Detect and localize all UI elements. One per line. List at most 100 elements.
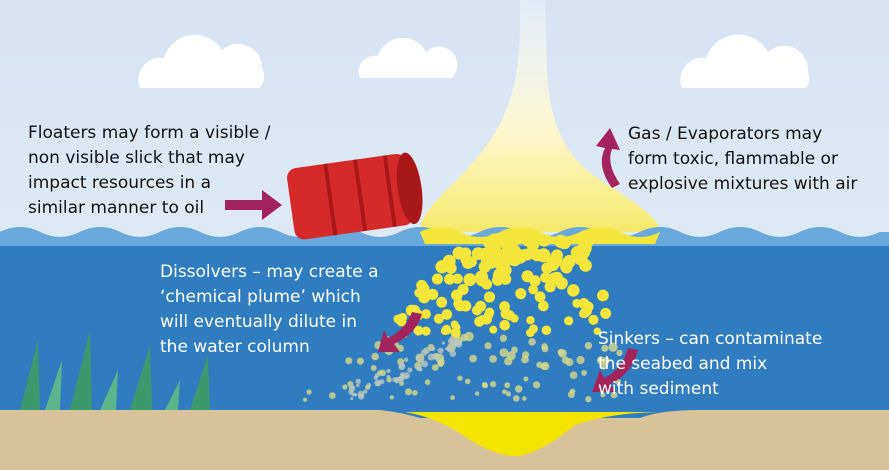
droplet — [601, 344, 609, 352]
droplet — [540, 272, 551, 283]
droplet — [431, 364, 439, 371]
droplet — [475, 273, 489, 287]
droplet — [518, 249, 530, 261]
droplet — [492, 270, 504, 281]
droplet — [457, 375, 463, 381]
droplet — [348, 385, 356, 392]
droplet — [437, 358, 445, 366]
droplet — [534, 291, 546, 303]
annotation-line: non visible slick that may — [28, 148, 245, 168]
droplet — [389, 395, 394, 400]
droplet — [538, 234, 551, 247]
annotation-line: Gas / Evaporators may — [628, 124, 822, 144]
droplet — [483, 291, 496, 303]
droplet — [356, 383, 360, 388]
droplet — [580, 233, 595, 248]
annotation-line: the seabed and mix — [598, 354, 767, 374]
droplet — [541, 325, 552, 335]
droplet — [420, 359, 425, 364]
droplet — [366, 382, 372, 388]
droplet — [412, 389, 418, 396]
droplet — [450, 339, 457, 346]
droplet — [386, 368, 391, 374]
droplet — [521, 396, 527, 401]
droplet — [511, 346, 518, 354]
surface-slick — [420, 227, 660, 244]
annotation-line: Dissolvers – may create a — [160, 262, 379, 282]
droplet — [562, 254, 576, 268]
droplet — [437, 347, 444, 354]
droplet — [597, 289, 609, 302]
droplet — [416, 356, 421, 361]
droplet — [423, 347, 430, 354]
droplet — [306, 389, 312, 395]
droplet — [386, 374, 391, 379]
droplet — [484, 256, 498, 269]
droplet — [504, 310, 515, 321]
droplet — [578, 297, 590, 309]
droplet — [515, 288, 527, 300]
droplet — [441, 309, 453, 320]
droplet — [538, 300, 549, 312]
droplet — [578, 309, 588, 318]
droplet — [489, 355, 497, 363]
droplet — [515, 385, 523, 393]
droplet — [398, 313, 408, 322]
droplet — [522, 351, 530, 359]
annotation-line: with sediment — [598, 379, 719, 399]
droplet — [397, 358, 405, 366]
sunken-chemical — [405, 412, 660, 457]
seaweed — [20, 330, 210, 410]
droplet — [474, 316, 485, 327]
droplet — [564, 316, 574, 326]
annotation-line: impact resources in a — [28, 173, 211, 193]
barrel — [287, 152, 423, 240]
droplet — [446, 346, 454, 353]
droplet — [484, 342, 492, 350]
droplet — [303, 397, 308, 402]
droplet — [345, 357, 353, 365]
droplet — [350, 396, 354, 401]
droplet — [413, 325, 424, 336]
droplet — [450, 395, 455, 401]
droplet — [355, 378, 361, 385]
droplet — [374, 379, 382, 387]
droplet — [342, 384, 348, 390]
droplet — [581, 370, 587, 376]
droplet — [509, 245, 521, 257]
droplet — [593, 327, 602, 335]
droplet — [576, 355, 585, 365]
droplet — [600, 392, 606, 398]
annotation-line: the water column — [160, 337, 310, 357]
droplet — [482, 382, 489, 389]
seabed — [0, 410, 889, 470]
droplet — [608, 342, 618, 352]
droplet — [450, 327, 461, 338]
droplet — [421, 326, 431, 336]
droplet — [616, 349, 623, 357]
droplet — [444, 273, 456, 285]
droplet — [528, 338, 536, 346]
annotation-line: similar manner to oil — [28, 198, 204, 218]
annotation-line: explosive mixtures with air — [628, 174, 857, 194]
droplet — [398, 364, 403, 369]
droplet — [585, 396, 592, 403]
droplet — [379, 369, 387, 377]
droplet — [596, 356, 605, 365]
droplet — [436, 356, 441, 361]
droplet — [526, 328, 535, 337]
droplet — [584, 341, 593, 350]
droplet — [528, 284, 539, 295]
droplet — [463, 273, 477, 287]
droplet — [427, 353, 435, 361]
droplet — [402, 364, 406, 368]
droplet — [371, 352, 379, 361]
droplet — [489, 325, 498, 334]
droplet — [394, 378, 400, 384]
droplet — [375, 372, 380, 378]
droplet — [521, 270, 534, 283]
droplet — [536, 248, 551, 263]
droplet — [567, 284, 580, 297]
clouds — [138, 34, 810, 88]
